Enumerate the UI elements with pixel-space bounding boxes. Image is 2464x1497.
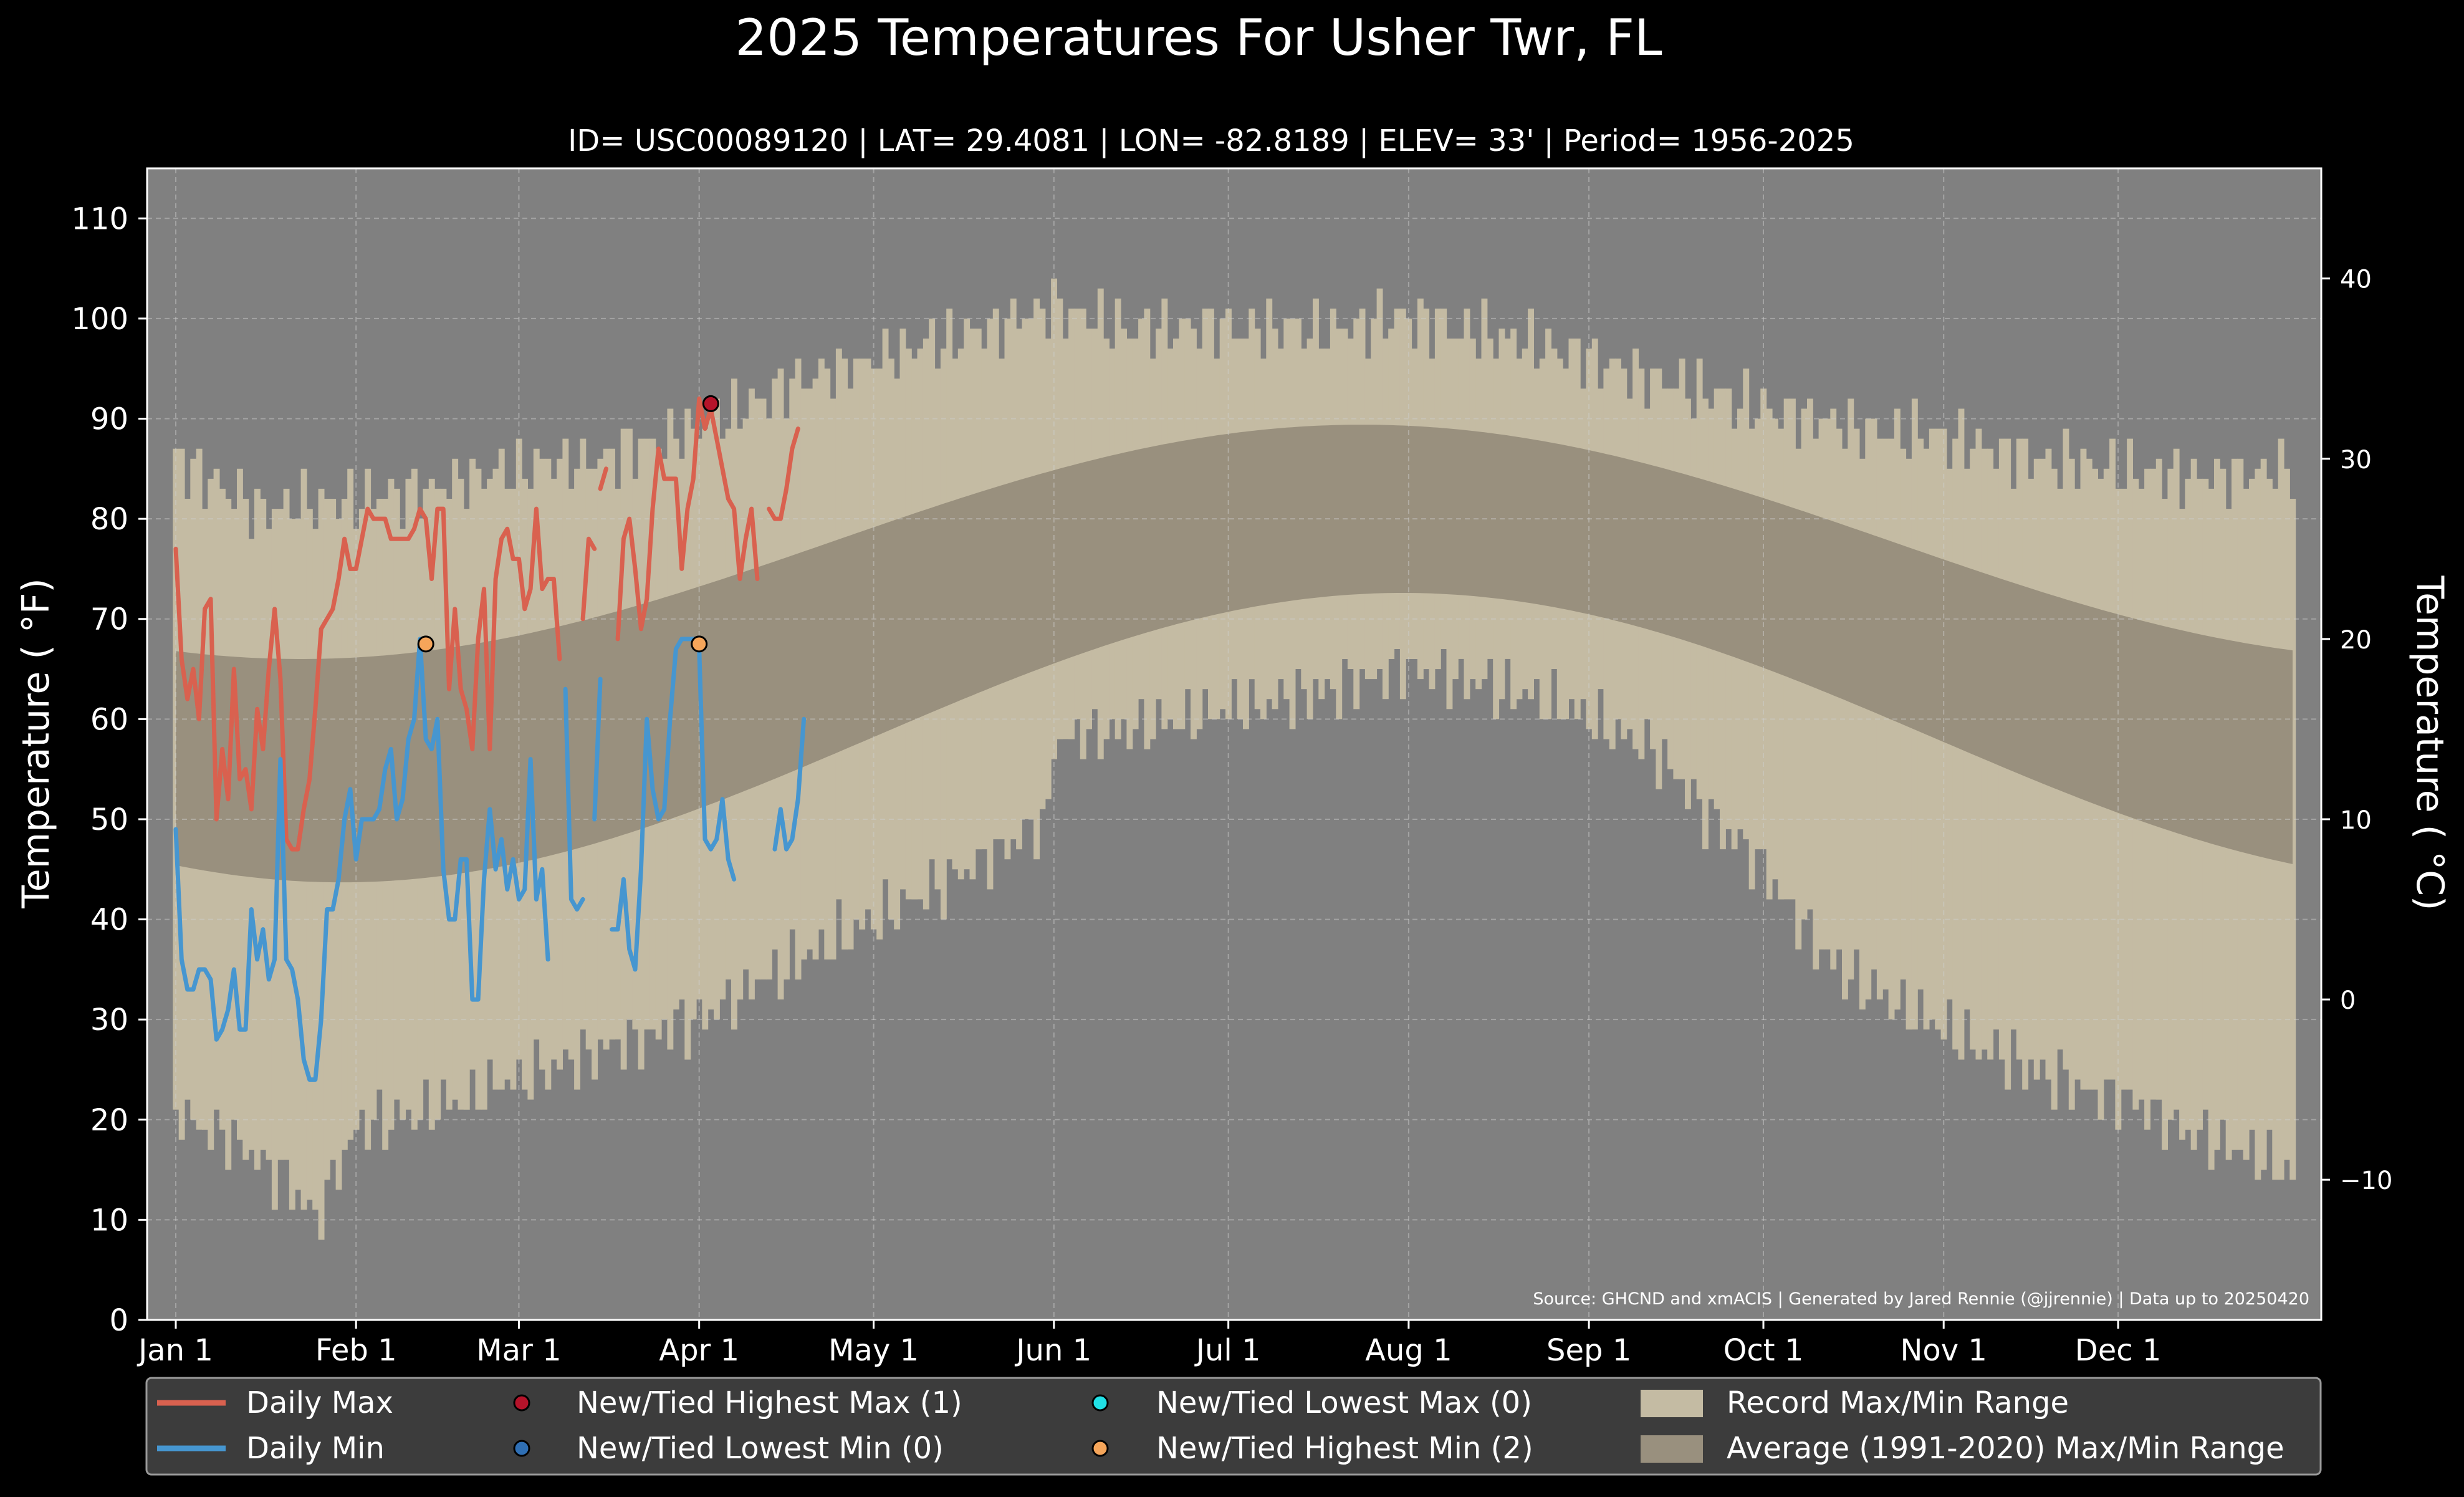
record-marker (702, 395, 719, 412)
legend-highest-min-marker (1091, 1440, 1109, 1457)
record-range-bar (1888, 438, 1895, 1020)
record-range-bar (1923, 448, 1930, 1030)
legend-lowest-max: New/Tied Lowest Max (0) (1156, 1385, 1532, 1420)
y-tick-label-right: 10 (2340, 806, 2372, 835)
y-tick-label: 10 (90, 1203, 128, 1238)
legend-lowest-min: New/Tied Lowest Min (0) (577, 1431, 944, 1466)
legend-average-range-swatch (1641, 1435, 1703, 1463)
y-tick-label: 40 (90, 903, 128, 938)
daily-max-line (580, 536, 597, 622)
x-tick-label: Mar 1 (476, 1333, 561, 1368)
record-marker (691, 635, 708, 653)
y-tick-label: 50 (90, 802, 128, 837)
y-tick-label-right: 20 (2340, 626, 2372, 655)
y-tick-label: 80 (90, 502, 128, 537)
x-tick-label: Aug 1 (1365, 1333, 1452, 1368)
y-tick-label-right: 40 (2340, 266, 2372, 294)
y-tick-label: 20 (90, 1103, 128, 1138)
chart-subtitle: ID= USC00089120 | LAT= 29.4081 | LON= -8… (568, 123, 1854, 158)
legend-highest-max: New/Tied Highest Max (1) (577, 1385, 962, 1420)
record-range-bar (2289, 499, 2296, 1180)
chart-title: 2025 Temperatures For Usher Twr, FL (735, 9, 1662, 67)
y-axis-label: Temperature ( °F) (14, 578, 58, 909)
legend-average-range: Average (1991-2020) Max/Min Range (1727, 1431, 2284, 1466)
legend-box (145, 1377, 2322, 1476)
x-tick-label: Feb 1 (315, 1333, 397, 1368)
x-tick-label: Jul 1 (1194, 1333, 1261, 1368)
daily-max-line (173, 506, 562, 852)
y-tick-label: 60 (90, 702, 128, 737)
daily-min-line (772, 716, 807, 852)
x-tick-label: Sep 1 (1546, 1333, 1631, 1368)
legend-lowest-min-marker (513, 1440, 530, 1457)
y-tick-label: 70 (90, 602, 128, 637)
x-tick-label: May 1 (828, 1333, 919, 1368)
plot-area: 0 10 20 30 40 50 60 70 80 90 100 110 −10 0 10 20 30 40 Jan… (71, 167, 2392, 1368)
y-tick-label-right: −10 (2340, 1167, 2392, 1195)
x-tick-label: Jun 1 (1014, 1333, 1091, 1368)
legend-highest-max-marker (513, 1394, 530, 1412)
source-note: Source: GHCND and xmACIS | Generated by … (1533, 1289, 2309, 1309)
plot-frame (146, 167, 2323, 1321)
x-tick-label: Nov 1 (1900, 1333, 1987, 1368)
x-tick-label: Jan 1 (137, 1333, 213, 1368)
daily-min-line (563, 686, 585, 912)
record-range-bar (1795, 448, 1802, 950)
daily-max-line (767, 426, 800, 521)
legend-lowest-max-marker (1091, 1394, 1109, 1412)
x-tick-label: Oct 1 (1723, 1333, 1804, 1368)
record-range-bar (2051, 468, 2058, 1110)
daily-max-series (173, 396, 800, 852)
y-tick-label: 110 (71, 201, 128, 236)
x-tick-label: Dec 1 (2075, 1333, 2162, 1368)
x-tick-label: Apr 1 (659, 1333, 739, 1368)
record-range-bar (1813, 438, 1819, 970)
y-tick-label: 100 (71, 302, 128, 337)
record-range-bar (1859, 458, 1866, 1010)
y-tick-label-right: 30 (2340, 446, 2372, 474)
legend-daily-max: Daily Max (246, 1385, 393, 1420)
daily-min-line (592, 676, 603, 822)
record-range-bar (1876, 438, 1883, 999)
record-range-bar (1906, 458, 1912, 1030)
y-tick-label: 90 (90, 402, 128, 437)
legend-daily-min: Daily Min (246, 1431, 385, 1466)
y-tick-label: 30 (90, 1003, 128, 1037)
y-tick-label: 0 (109, 1303, 128, 1338)
legend-highest-min: New/Tied Highest Min (2) (1156, 1431, 1533, 1466)
legend-record-range: Record Max/Min Range (1727, 1385, 2069, 1420)
record-range-bar (1842, 448, 1848, 999)
legend: Daily Max Daily Min New/Tied Highest Max… (145, 1377, 2322, 1476)
y-tick-label-right: 0 (2340, 986, 2356, 1015)
y-axis-label-right: Temperature ( °C) (2408, 575, 2452, 911)
daily-min-series (173, 637, 807, 1082)
daily-min-line (173, 637, 550, 1082)
daily-max-line (598, 466, 608, 491)
daily-min-line (610, 637, 737, 972)
daily-max-line (615, 396, 760, 642)
record-marker (417, 635, 434, 653)
legend-record-range-swatch (1641, 1390, 1703, 1417)
